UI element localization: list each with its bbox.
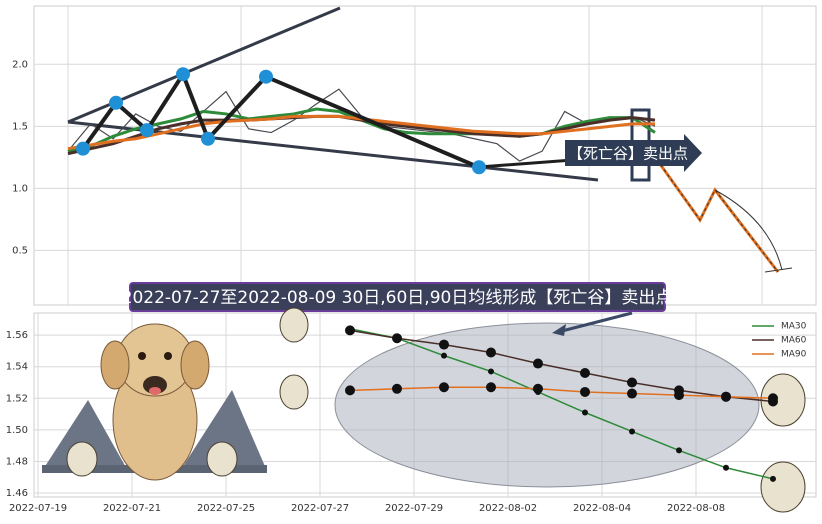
ma-point xyxy=(345,325,355,336)
x-tick-label: 2022-07-19 xyxy=(9,503,67,514)
x-tick-label: 2022-07-29 xyxy=(385,503,443,514)
ma-point xyxy=(486,347,496,358)
ma-point xyxy=(345,385,355,396)
annotation-arrow xyxy=(565,134,702,172)
ma-point xyxy=(676,447,682,454)
pattern-point xyxy=(109,95,123,110)
ma-point xyxy=(486,382,496,393)
pattern-point xyxy=(76,141,90,156)
x-tick-label: 2022-08-04 xyxy=(573,503,631,514)
annotation: 【死亡谷】卖出点 xyxy=(568,145,688,163)
ma-point xyxy=(582,409,588,416)
ma-line xyxy=(349,329,774,403)
y-tick-label: 1.54 xyxy=(6,362,28,373)
ma-point xyxy=(580,386,590,397)
forecast-tick xyxy=(764,267,793,273)
ma-point xyxy=(439,339,449,350)
pattern-point xyxy=(176,67,190,82)
ma-point xyxy=(768,393,778,404)
y-tick-label: 1.52 xyxy=(6,393,28,404)
banner-title: 2022-07-27至2022-08-09 30日,60日,90日均线形成【死亡… xyxy=(122,288,673,308)
ma-point xyxy=(392,383,402,394)
trend-line xyxy=(67,120,599,182)
legend-label: MA60 xyxy=(781,336,807,346)
pattern-point xyxy=(259,69,273,84)
x-tick-label: 2022-08-02 xyxy=(479,503,537,514)
legend-label: MA90 xyxy=(781,350,807,360)
y-tick-label: 1.5 xyxy=(12,121,28,132)
banner xyxy=(129,282,666,312)
y-tick-label: 1.50 xyxy=(6,425,28,436)
ma-point xyxy=(580,368,590,379)
pointer-arrow xyxy=(557,311,633,334)
pattern-point xyxy=(201,131,215,146)
ma-point xyxy=(629,428,635,435)
illustration xyxy=(42,323,267,481)
ma-point xyxy=(770,475,776,482)
ma-point xyxy=(627,377,637,388)
ma-point xyxy=(488,368,494,375)
ma-point xyxy=(441,352,447,359)
ma-point xyxy=(533,358,543,369)
y-tick-label: 1.56 xyxy=(6,330,28,341)
y-tick-label: 1.0 xyxy=(12,183,28,194)
ma-point xyxy=(392,333,402,344)
y-tick-label: 1.48 xyxy=(6,456,28,467)
ma-point xyxy=(627,388,637,399)
ma-line xyxy=(349,386,774,400)
ma-point xyxy=(533,383,543,394)
ma-point xyxy=(723,464,729,471)
y-tick-label: 2.0 xyxy=(12,59,28,70)
pattern-point xyxy=(472,160,486,175)
highlight-ellipse xyxy=(334,322,760,488)
ma-point xyxy=(721,391,731,402)
ma-point xyxy=(674,390,684,401)
legend: MA30 MA60 MA90 xyxy=(752,322,807,360)
x-tick-label: 2022-07-25 xyxy=(197,503,255,514)
x-tick-label: 2022-08-08 xyxy=(667,503,725,514)
forecast-line xyxy=(649,149,779,273)
legend-label: MA30 xyxy=(781,322,807,332)
ma-line xyxy=(349,328,774,480)
skulls xyxy=(66,307,806,513)
y-tick-label: 0.5 xyxy=(12,245,28,256)
forecast-arc xyxy=(714,189,783,271)
ma-point xyxy=(439,382,449,393)
y-tick-label: 1.46 xyxy=(6,488,28,499)
pattern-point xyxy=(140,123,154,138)
x-tick-label: 2022-07-21 xyxy=(103,503,161,514)
pointer-head xyxy=(552,324,566,336)
x-tick-label: 2022-07-27 xyxy=(291,503,349,514)
